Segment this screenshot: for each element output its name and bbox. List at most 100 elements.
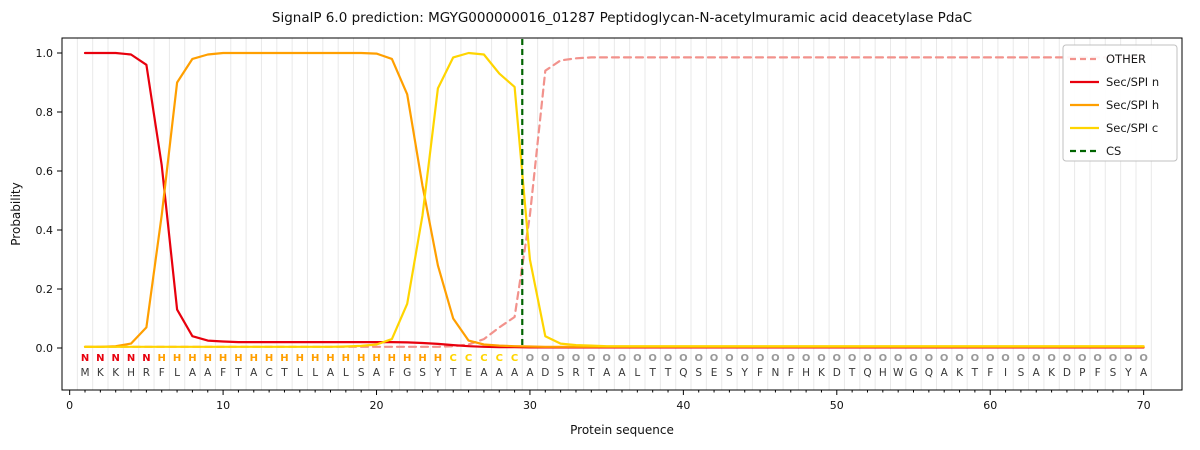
- residue-region-label: H: [434, 353, 442, 364]
- residue-region-label: O: [848, 353, 857, 364]
- residue-letter: H: [802, 367, 810, 379]
- residue-letter: S: [695, 367, 702, 379]
- legend-label: CS: [1106, 144, 1121, 158]
- residue-letter: T: [587, 367, 595, 379]
- legend-item-sec-spi-c: Sec/SPI c: [1070, 121, 1158, 135]
- residue-region-label: O: [756, 353, 765, 364]
- residue-region-label: O: [1001, 353, 1010, 364]
- residue-region-label: O: [526, 353, 535, 364]
- residue-region-label: O: [971, 353, 980, 364]
- residue-region-label: O: [940, 353, 949, 364]
- residue-region-label: O: [541, 353, 550, 364]
- residue-letter: A: [1140, 367, 1148, 379]
- residue-region-label: O: [602, 353, 611, 364]
- residue-region-label: H: [265, 353, 273, 364]
- residue-letter: Q: [863, 367, 871, 379]
- residue-region-label: O: [1063, 353, 1072, 364]
- y-tick-label: 0.0: [36, 342, 54, 355]
- residue-letter: A: [480, 367, 488, 379]
- axes-box: 0.0 0.2 0.4 0.6 0.8 1.0 0 10 20 30 40 50 60 70: [36, 37, 1183, 412]
- residue-letter: A: [941, 367, 949, 379]
- residue-letter: Y: [741, 367, 749, 379]
- residue-region-label: C: [496, 353, 503, 364]
- residue-region-label: O: [894, 353, 903, 364]
- residue-region-label: O: [1139, 353, 1148, 364]
- residue-letter: P: [1079, 367, 1085, 379]
- residue-letter: W: [893, 367, 904, 379]
- residue-region-label: O: [925, 353, 934, 364]
- residue-region-label: H: [250, 353, 258, 364]
- residue-region-label: O: [833, 353, 842, 364]
- residue-region-label: H: [388, 353, 396, 364]
- residue-region-label: H: [311, 353, 319, 364]
- residue-letter: Y: [1124, 367, 1132, 379]
- residue-region-label: O: [710, 353, 719, 364]
- y-tick-label: 0.2: [36, 283, 54, 296]
- x-tick-label: 50: [830, 399, 844, 412]
- residue-region-label: O: [664, 353, 673, 364]
- residue-letter: L: [174, 367, 180, 379]
- residue-region-label: H: [173, 353, 181, 364]
- residue-letter: I: [1004, 367, 1007, 379]
- x-tick-label: 30: [523, 399, 537, 412]
- residue-letter: L: [634, 367, 640, 379]
- legend-item-sec-spi-n: Sec/SPI n: [1070, 75, 1159, 89]
- residue-letter: R: [143, 367, 150, 379]
- residue-region-label: H: [234, 353, 242, 364]
- x-tick-label: 40: [676, 399, 690, 412]
- y-tick-label: 0.8: [36, 106, 54, 119]
- x-tick-label: 70: [1137, 399, 1151, 412]
- residue-letter: Q: [925, 367, 933, 379]
- residue-region-label: H: [357, 353, 365, 364]
- x-tick-label: 60: [983, 399, 997, 412]
- residue-region-label: O: [618, 353, 627, 364]
- residue-letter: G: [909, 367, 917, 379]
- x-tick-label: 10: [216, 399, 230, 412]
- residue-letter: Q: [679, 367, 687, 379]
- legend: OTHER Sec/SPI n Sec/SPI h Sec/SPI c CS: [1062, 44, 1178, 162]
- residue-region-label: O: [694, 353, 703, 364]
- residue-region-label: N: [81, 353, 89, 364]
- residue-letter: A: [204, 367, 212, 379]
- residue-letter: F: [159, 367, 165, 379]
- residue-letter: H: [879, 367, 887, 379]
- legend-label: OTHER: [1106, 52, 1146, 66]
- residue-letter: T: [648, 367, 656, 379]
- residue-region-label: O: [572, 353, 581, 364]
- residue-region-label: O: [1093, 353, 1102, 364]
- residue-letter: A: [189, 367, 197, 379]
- legend-item-cs: CS: [1070, 144, 1121, 158]
- residue-letter: T: [449, 367, 457, 379]
- residue-letter: T: [280, 367, 288, 379]
- residue-region-label: O: [1109, 353, 1118, 364]
- residue-letter: A: [250, 367, 258, 379]
- x-axis-label: Protein sequence: [570, 423, 674, 437]
- residue-region-label: H: [418, 353, 426, 364]
- probability-curves: [83, 51, 1145, 349]
- residue-letter: T: [664, 367, 672, 379]
- residue-region-label: N: [142, 353, 150, 364]
- x-tick-label: 20: [370, 399, 384, 412]
- residue-region-label: H: [204, 353, 212, 364]
- residue-letter: K: [112, 367, 120, 379]
- residue-letter: L: [297, 367, 303, 379]
- residue-region-label: H: [326, 353, 334, 364]
- residue-letter: A: [603, 367, 611, 379]
- residue-letter: K: [818, 367, 826, 379]
- residue-letter: D: [1063, 367, 1071, 379]
- gridlines: [76, 38, 1152, 390]
- residue-letter: F: [220, 367, 226, 379]
- residue-letter: S: [726, 367, 733, 379]
- residue-letter: A: [373, 367, 381, 379]
- y-tick-label: 0.6: [36, 165, 54, 178]
- residue-region-label: C: [450, 353, 457, 364]
- residue-letter: L: [312, 367, 318, 379]
- residue-letter: S: [419, 367, 426, 379]
- residue-region-label: O: [1124, 353, 1133, 364]
- residue-letter: L: [343, 367, 349, 379]
- residue-letter: Y: [434, 367, 442, 379]
- residue-letter: S: [1018, 367, 1025, 379]
- residue-letter: A: [327, 367, 335, 379]
